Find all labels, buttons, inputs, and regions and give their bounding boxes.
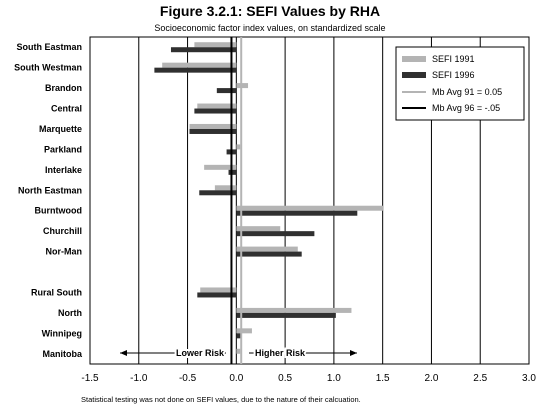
bar-sefi-1991 — [236, 307, 352, 313]
category-labels: South Eastman South Westman Brandon Central… — [14, 42, 83, 359]
reference-lines — [230, 37, 243, 364]
x-tick-label: 2.0 — [424, 373, 438, 384]
x-tick-label: -1.0 — [130, 373, 148, 384]
category-label: North — [58, 308, 82, 318]
plot-area-border — [89, 36, 530, 365]
bar-sefi-1996 — [236, 231, 315, 237]
bar-sefi-1991 — [236, 205, 384, 211]
category-label: Brandon — [45, 83, 82, 93]
category-label: North Eastman — [18, 185, 82, 195]
bar-sefi-1996 — [236, 210, 358, 216]
x-tick-label: 0.0 — [229, 373, 243, 384]
category-label: Burntwood — [35, 206, 83, 216]
bar-sefi-1996 — [236, 333, 242, 339]
category-label: Central — [51, 104, 82, 114]
legend-swatch-sefi-1996 — [402, 72, 426, 78]
lower-risk-label: Lower Risk — [176, 348, 225, 358]
category-label: Parkland — [44, 144, 82, 154]
bar-sefi-1996 — [194, 108, 237, 114]
bar-sefi-1991 — [204, 164, 237, 170]
x-tick-label: -1.5 — [81, 373, 99, 384]
bar-sefi-1991 — [236, 328, 252, 334]
bar-sefi-1991 — [189, 123, 237, 129]
legend-label-sefi-1991: SEFI 1991 — [432, 54, 475, 64]
category-label: South Westman — [14, 63, 82, 73]
bar-sefi-1991 — [162, 62, 237, 68]
bar-sefi-1996 — [216, 88, 237, 94]
bar-sefi-1991 — [214, 185, 237, 191]
bar-sefi-1996 — [154, 67, 237, 73]
chart-title: Figure 3.2.1: SEFI Values by RHA — [160, 3, 380, 19]
x-tick-label: 3.0 — [522, 373, 536, 384]
category-label: Marquette — [39, 124, 82, 134]
x-tick-label: 0.5 — [278, 373, 292, 384]
x-axis-ticks: -1.5 -1.0 -0.5 0.0 0.5 1.0 1.5 2.0 2.5 3.0 — [81, 373, 536, 384]
x-tick-label: -0.5 — [179, 373, 197, 384]
bar-sefi-1991 — [236, 348, 241, 354]
bar-sefi-1991 — [236, 246, 298, 252]
bar-sefi-1991 — [194, 42, 237, 48]
x-tick-label: 1.5 — [376, 373, 390, 384]
bar-sefi-1996 — [236, 251, 302, 257]
legend-label-sefi-1996: SEFI 1996 — [432, 70, 475, 80]
category-label: Manitoba — [43, 349, 83, 359]
bar-sefi-1996 — [170, 47, 237, 53]
higher-risk-label: Higher Risk — [255, 348, 306, 358]
legend-label-mb-avg-91: Mb Avg 91 = 0.05 — [432, 87, 502, 97]
bar-sefi-1996 — [236, 353, 237, 359]
category-label: Rural South — [31, 287, 82, 297]
bar-sefi-1996 — [189, 128, 237, 134]
x-tick-label: 2.5 — [473, 373, 487, 384]
category-label: South Eastman — [16, 42, 82, 52]
bar-sefi-1996 — [197, 292, 237, 298]
risk-annotation: Lower Risk Higher Risk — [120, 346, 357, 360]
category-label: Winnipeg — [42, 328, 82, 338]
category-label: Interlake — [45, 165, 82, 175]
legend-swatch-sefi-1991 — [402, 56, 426, 62]
bar-sefi-1991 — [197, 103, 237, 109]
bar-sefi-1991 — [236, 144, 241, 150]
category-label: Nor-Man — [46, 247, 83, 257]
bar-sefi-1991 — [236, 226, 281, 232]
bar-group — [154, 42, 384, 359]
category-label: Churchill — [43, 226, 82, 236]
chart-subtitle: Socioeconomic factor index values, on st… — [154, 23, 385, 33]
legend: SEFI 1991 SEFI 1996 Mb Avg 91 = 0.05 Mb … — [395, 46, 525, 121]
bar-sefi-1996 — [199, 190, 237, 196]
legend-label-mb-avg-96: Mb Avg 96 = -.05 — [432, 103, 500, 113]
bar-sefi-1996 — [236, 312, 336, 318]
x-tick-label: 1.0 — [327, 373, 341, 384]
footnote: Statistical testing was not done on SEFI… — [81, 395, 361, 404]
bar-sefi-1991 — [200, 287, 237, 293]
